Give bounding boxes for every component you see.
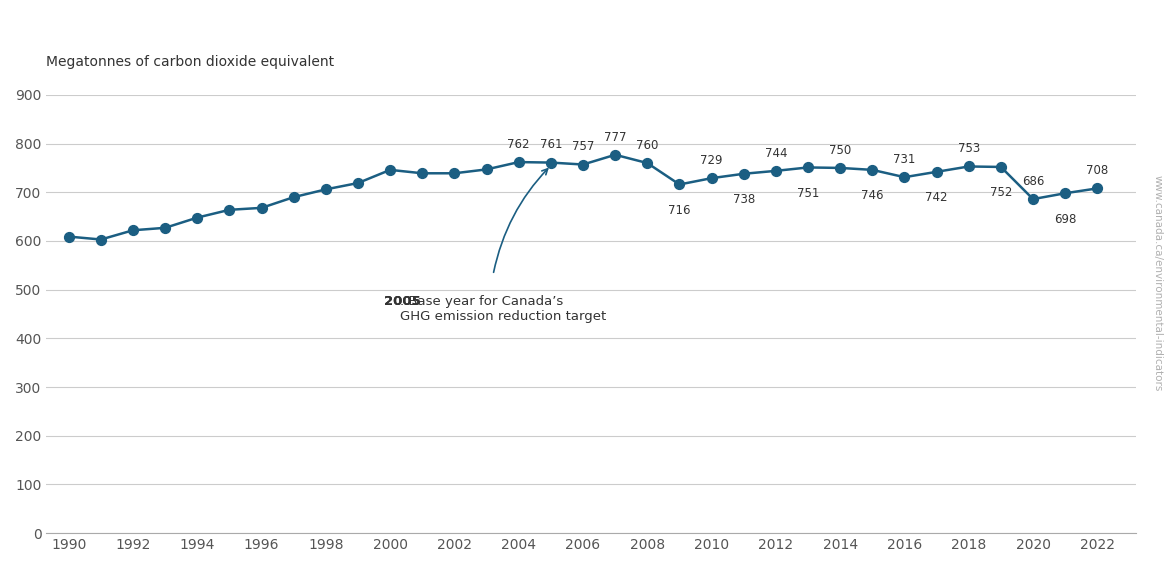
Point [220,205,239,214]
Point [316,185,335,194]
Point [895,172,914,181]
Point [735,169,754,178]
Text: 744: 744 [764,147,788,160]
Text: 731: 731 [893,153,915,166]
Text: 750: 750 [829,144,851,157]
Point [91,235,110,244]
Point [348,179,367,188]
Text: 752: 752 [989,187,1013,200]
Text: 751: 751 [797,187,819,200]
Text: www.canada.ca/environmental-indicators: www.canada.ca/environmental-indicators [1153,175,1163,392]
Text: 716: 716 [668,204,690,217]
Point [541,158,560,167]
Point [573,160,592,169]
Point [992,162,1010,171]
Point [1056,189,1075,198]
Point [798,163,817,172]
Point [766,166,785,175]
Point [863,166,881,175]
Point [1088,184,1106,193]
Point [1023,194,1042,204]
Point [606,150,625,159]
Point [510,158,529,167]
Text: 777: 777 [604,130,626,143]
Text: 698: 698 [1054,213,1076,226]
Text: 2005: 2005 [383,294,421,307]
Text: . Base year for Canada’s
GHG emission reduction target: . Base year for Canada’s GHG emission re… [401,294,607,323]
Point [927,167,946,176]
Text: 729: 729 [701,154,723,167]
Text: 762: 762 [507,138,530,151]
Text: 708: 708 [1086,164,1109,177]
Point [285,193,304,202]
Point [638,159,656,168]
Point [60,232,79,241]
Text: 742: 742 [926,191,948,204]
Point [477,165,496,174]
Text: 2005: 2005 [383,294,421,307]
Text: Megatonnes of carbon dioxide equivalent: Megatonnes of carbon dioxide equivalent [46,54,334,69]
Point [670,180,689,189]
Point [124,226,143,235]
Point [188,213,206,222]
Point [381,166,400,175]
Text: 738: 738 [732,193,755,206]
Point [831,163,850,172]
Point [702,174,721,183]
Text: 753: 753 [958,142,980,155]
Point [445,169,464,178]
Point [960,162,979,171]
Text: 746: 746 [861,189,884,202]
Point [252,204,271,213]
Text: 757: 757 [572,141,594,154]
Point [156,223,175,232]
Text: 760: 760 [636,139,659,152]
Text: 686: 686 [1022,175,1044,188]
Point [413,169,431,178]
Text: 761: 761 [539,138,563,151]
